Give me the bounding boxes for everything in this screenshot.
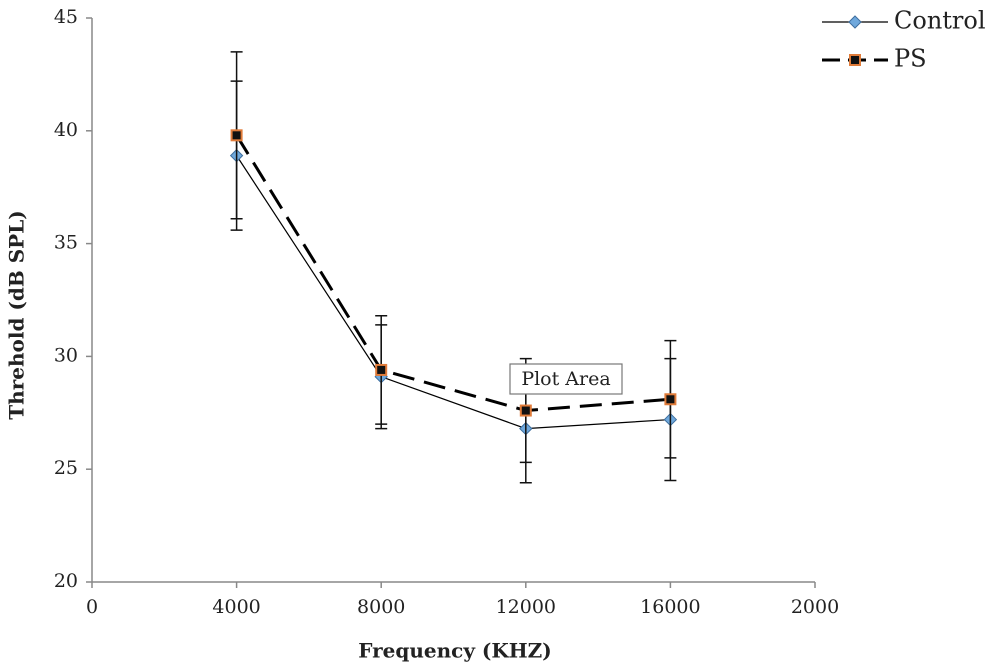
- x-tick-label: 8000: [357, 596, 405, 618]
- y-tick-label: 45: [54, 6, 78, 28]
- y-tick-label: 30: [54, 344, 78, 366]
- x-tick-label: 2000: [791, 596, 839, 618]
- y-tick-label: 40: [54, 119, 78, 141]
- y-tick-label: 25: [54, 457, 78, 479]
- y-tick-label: 20: [54, 570, 78, 592]
- series-line: [236, 155, 671, 430]
- x-tick-label: 0: [86, 596, 98, 618]
- legend-label: Control: [894, 7, 986, 35]
- annotation: Plot Area: [521, 368, 610, 390]
- annotation-box: [509, 363, 623, 395]
- y-axis-label: Threhold (dB SPL): [5, 210, 29, 419]
- legend-label: PS: [894, 45, 927, 73]
- marker: [375, 363, 388, 376]
- series-line: [235, 134, 671, 413]
- legend-marker: [849, 54, 861, 66]
- legend-marker: [848, 15, 862, 29]
- x-tick-label: 12000: [496, 596, 556, 618]
- y-tick-label: 35: [54, 232, 78, 254]
- x-tick-label: 16000: [640, 596, 700, 618]
- x-tick-label: 4000: [212, 596, 260, 618]
- marker: [664, 393, 677, 406]
- marker: [519, 404, 532, 417]
- x-axis-label: Frequency (KHZ): [358, 639, 551, 663]
- marker: [230, 129, 243, 142]
